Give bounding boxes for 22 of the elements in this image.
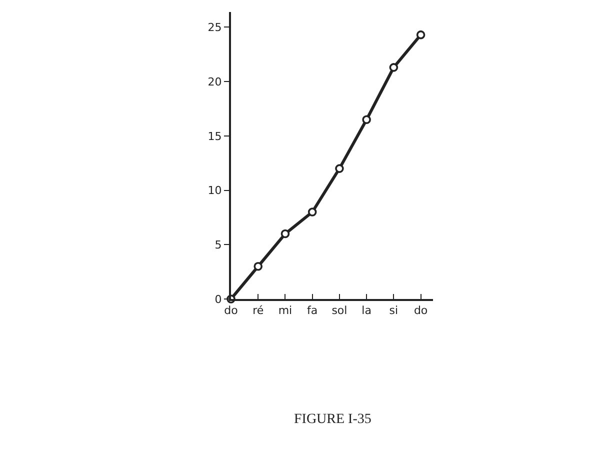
x-tick-label: mi	[278, 304, 292, 318]
y-tick-label: 15	[208, 130, 222, 143]
point	[254, 262, 263, 271]
point	[335, 164, 344, 173]
point	[389, 63, 398, 72]
y-tick-label: 5	[214, 238, 222, 252]
x-tick-label: si	[389, 304, 398, 318]
y-tick-label: 20	[208, 75, 222, 88]
x-tick-label: la	[362, 304, 372, 318]
text: FIGURE I-35	[294, 412, 372, 427]
point	[308, 208, 317, 216]
point	[280, 229, 290, 238]
x-tick-label: do	[414, 304, 428, 318]
point	[416, 30, 426, 40]
point	[362, 115, 371, 124]
x-tick-label: sol	[332, 304, 348, 318]
y-tick-label: 10	[208, 184, 222, 198]
x-tick-label: fa	[307, 304, 318, 318]
y-tick-label: 0	[214, 292, 222, 306]
y-tick-label: 25	[208, 21, 222, 34]
x-tick-label: ré	[252, 304, 264, 318]
x-tick-label: do	[224, 304, 238, 318]
